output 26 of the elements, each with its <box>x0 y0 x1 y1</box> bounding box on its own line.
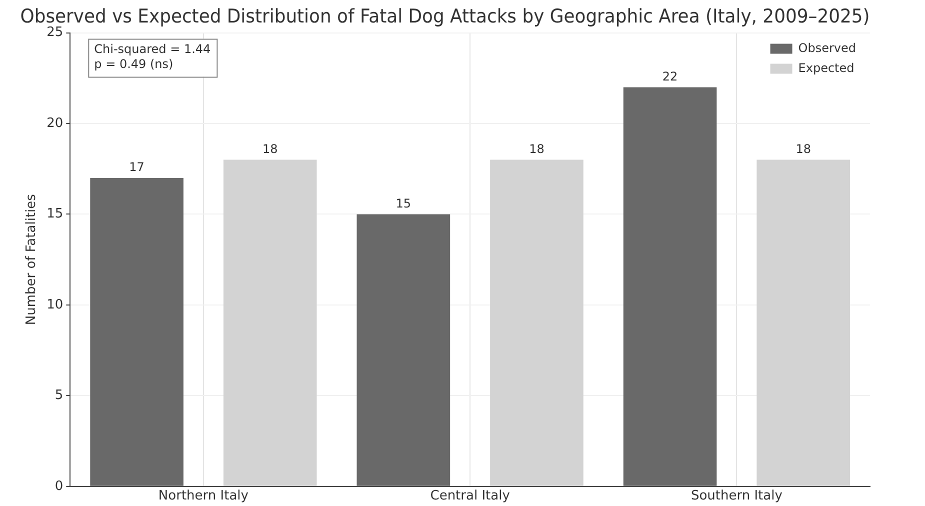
x-tick-label: Central Italy <box>430 488 510 504</box>
bar <box>623 87 717 486</box>
x-tick-label: Northern Italy <box>158 488 249 504</box>
legend-label: Observed <box>798 40 856 55</box>
y-axis-title: Number of Fatalities <box>24 194 40 326</box>
y-tick-label: 15 <box>46 206 64 222</box>
bar <box>356 214 450 486</box>
data-label: 15 <box>396 196 412 210</box>
bar <box>756 160 850 486</box>
data-label: 18 <box>262 142 278 156</box>
bar <box>490 160 584 486</box>
y-tick-label: 20 <box>46 116 64 131</box>
y-tick-label: 10 <box>46 297 64 312</box>
x-tick-label: Southern Italy <box>690 488 783 504</box>
chart-title: Observed vs Expected Distribution of Fatal Dog Attacks by Geographic Area (Italy, 2009–2025) <box>20 6 870 28</box>
y-tick-label: 0 <box>54 478 64 494</box>
data-label: 22 <box>662 69 678 84</box>
y-tick-label: 5 <box>54 388 64 404</box>
data-label: 18 <box>529 142 544 156</box>
y-tick-label: 25 <box>46 25 64 40</box>
legend-label: Expected <box>798 60 854 75</box>
data-label: 17 <box>129 160 144 174</box>
bar <box>90 178 184 486</box>
data-label: 18 <box>796 142 811 156</box>
bar <box>223 160 317 486</box>
annotation: Chi-squared = 1.44 p = 0.49 (ns) <box>94 42 211 71</box>
